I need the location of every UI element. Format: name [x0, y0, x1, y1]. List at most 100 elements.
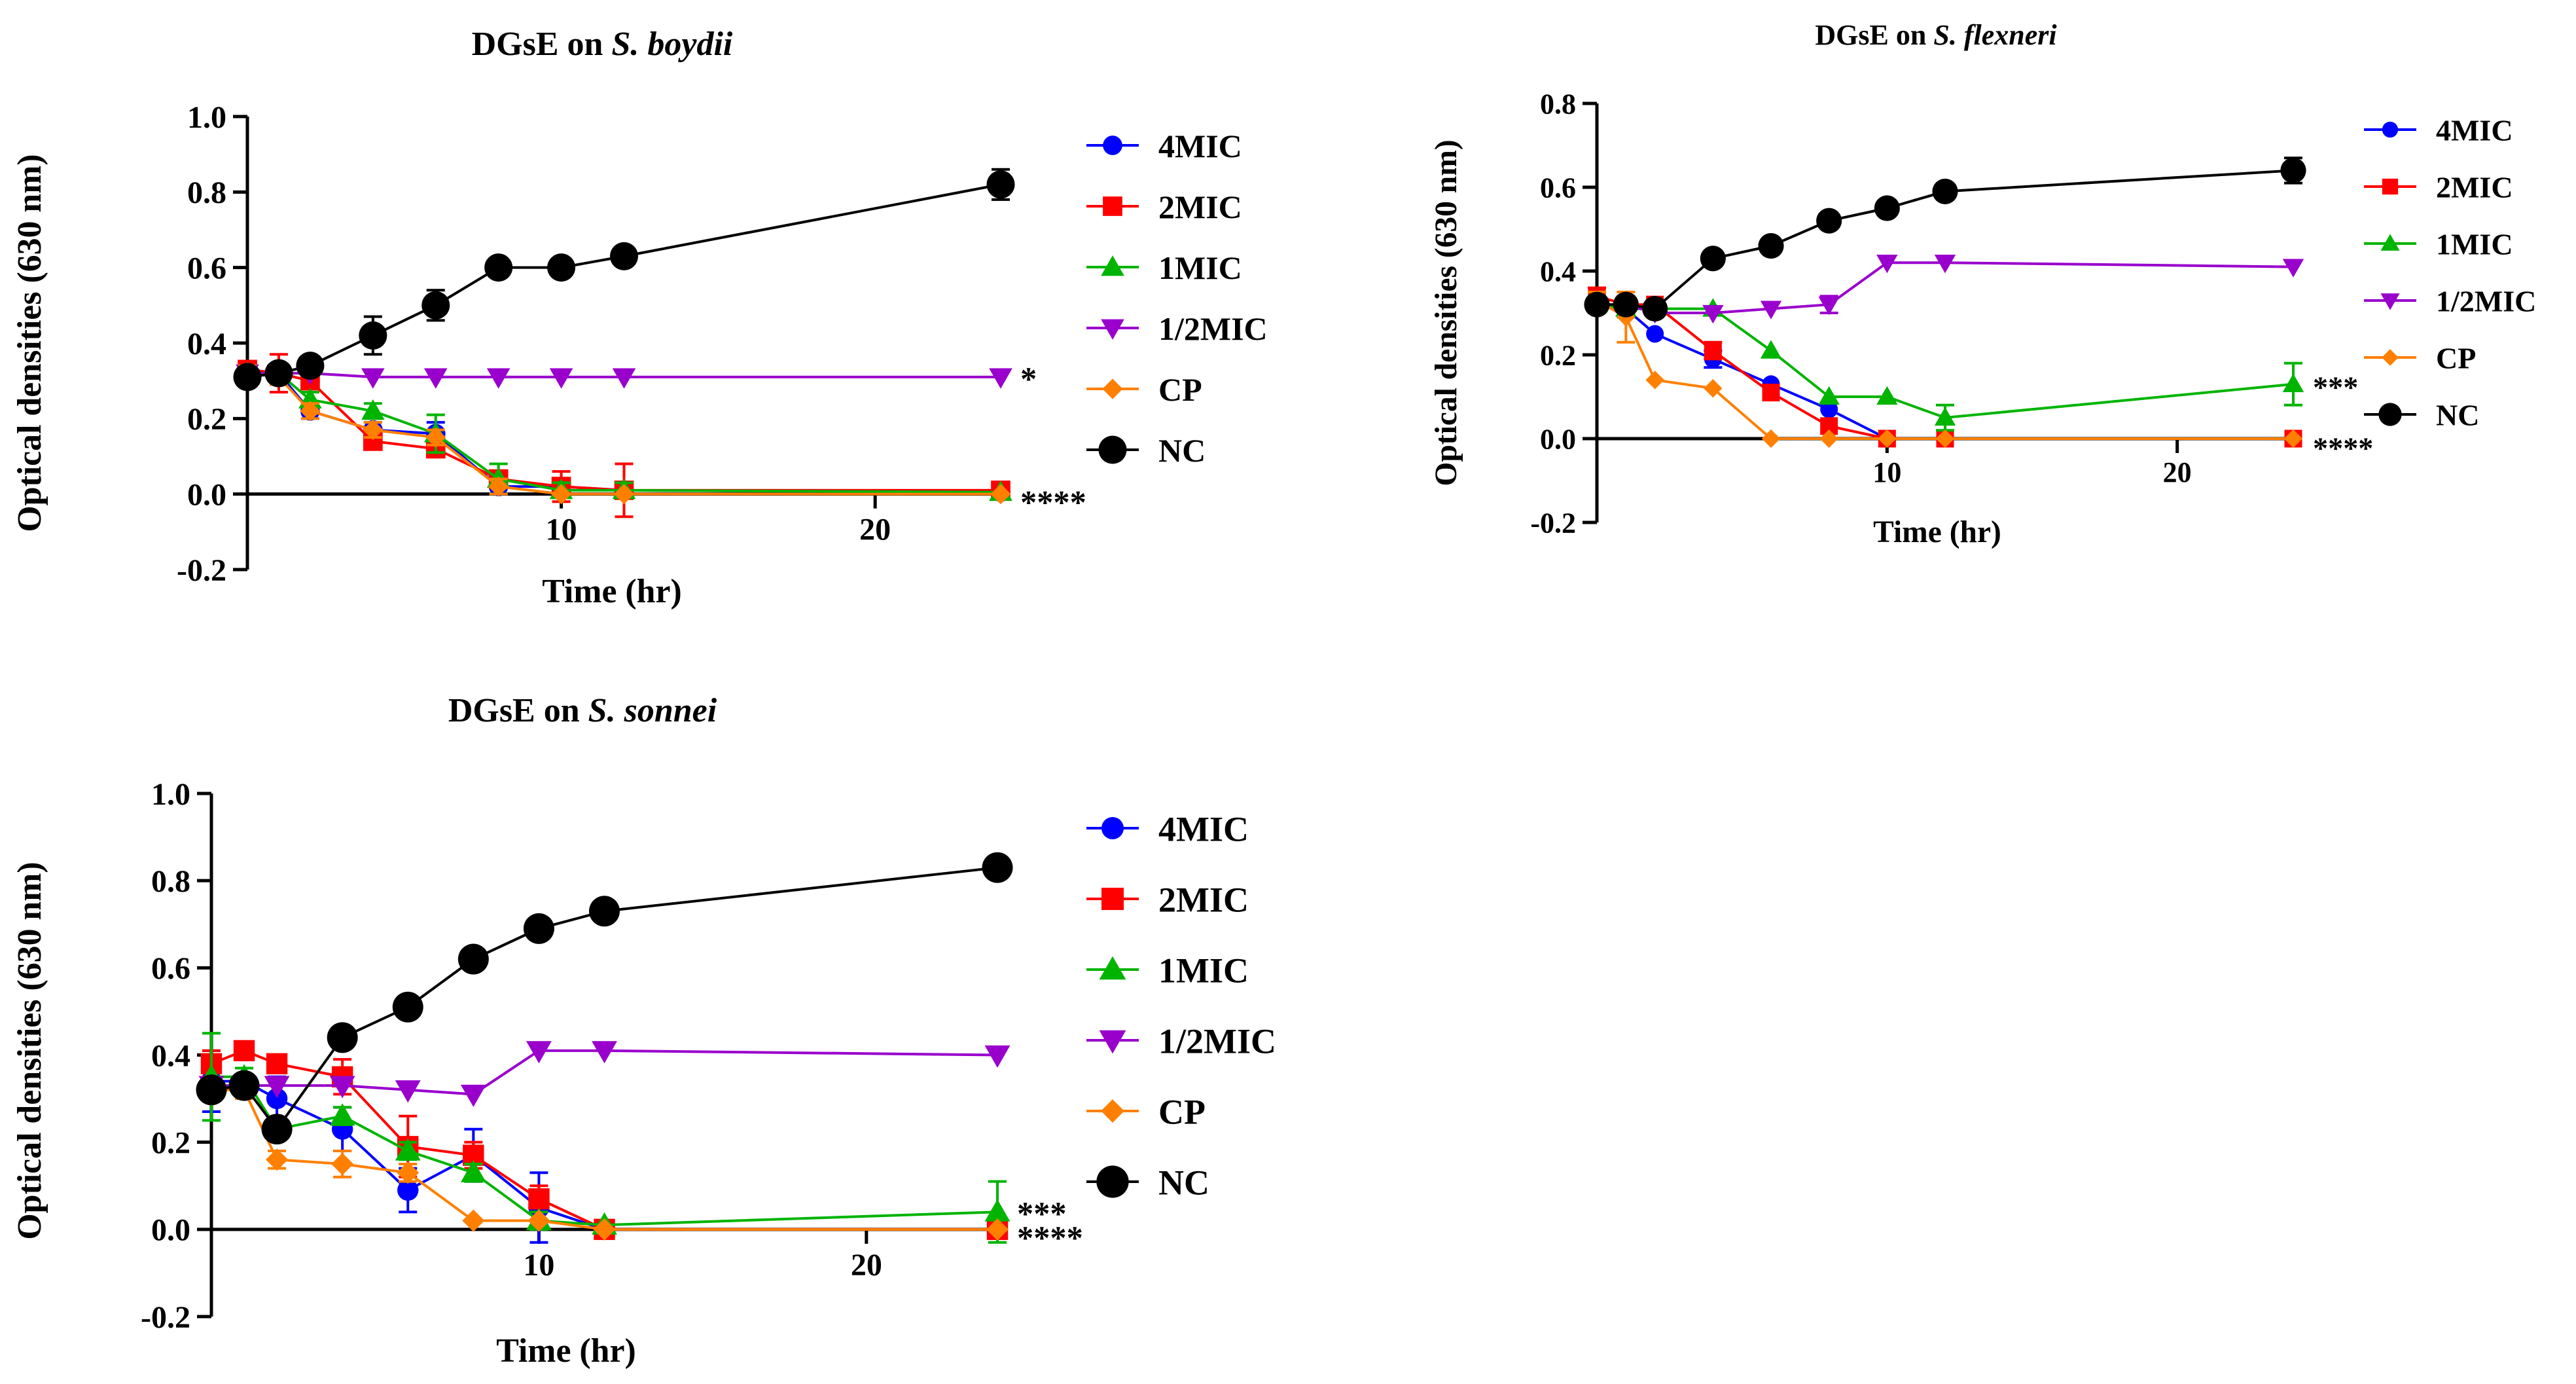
- data-point: [1646, 325, 1664, 343]
- data-point: [2282, 373, 2304, 392]
- series-line: [211, 1075, 998, 1227]
- data-point: [233, 1040, 255, 1062]
- data-point: [990, 484, 1011, 505]
- legend-marker: [2380, 234, 2400, 251]
- data-point: [266, 1087, 288, 1110]
- significance-annotation: ***: [1017, 1195, 1067, 1232]
- significance-annotation: ****: [1020, 484, 1086, 521]
- series-line: [211, 1080, 997, 1231]
- y-tick-label: 1.0: [187, 100, 226, 135]
- data-point: [593, 1218, 616, 1241]
- series-line: [247, 183, 1001, 378]
- x-axis-label: Time (hr): [1873, 515, 2001, 549]
- chart-title-species: S. flexneri: [1933, 19, 2057, 51]
- x-tick-label: 10: [546, 513, 577, 547]
- data-point: [613, 484, 635, 505]
- legend-label: 4MIC: [1158, 809, 1249, 848]
- legend-label: CP: [1158, 371, 1202, 408]
- chart-title-species: S. sonnei: [588, 692, 717, 729]
- legend-marker: [2382, 178, 2399, 195]
- legend-marker: [1099, 1030, 1126, 1054]
- series-1/2MIC: [198, 1041, 1011, 1107]
- data-point: [609, 242, 639, 270]
- data-point: [547, 253, 576, 282]
- legend-label: 1MIC: [2436, 228, 2513, 261]
- data-point: [395, 1080, 421, 1103]
- legend-marker: [2382, 121, 2399, 138]
- data-point: [228, 1070, 260, 1101]
- y-tick-label: 0.6: [151, 951, 190, 986]
- data-point: [528, 1209, 550, 1232]
- legend-label: NC: [2436, 399, 2479, 432]
- y-tick-label: -0.2: [177, 553, 226, 588]
- data-point: [523, 913, 554, 944]
- data-point: [1584, 291, 1610, 318]
- data-point: [460, 1084, 486, 1107]
- data-point: [421, 291, 450, 319]
- data-point: [549, 368, 573, 389]
- data-point: [361, 368, 385, 389]
- series-1MIC: [1586, 294, 2304, 432]
- y-tick-label: 0.8: [1540, 88, 1576, 120]
- data-point: [486, 368, 510, 389]
- significance-annotation: *: [1020, 361, 1037, 397]
- data-point: [1760, 340, 1782, 359]
- data-point: [2283, 429, 2303, 448]
- data-point: [1818, 386, 1840, 405]
- data-point: [1704, 379, 1723, 398]
- data-point: [1700, 246, 1726, 272]
- series-NC: [233, 168, 1015, 392]
- legend-marker: [1096, 1165, 1129, 1198]
- data-point: [327, 1022, 358, 1053]
- data-point: [233, 363, 262, 392]
- data-point: [984, 1199, 1011, 1222]
- data-point: [296, 352, 325, 380]
- y-tick-label: 0.6: [187, 251, 226, 285]
- chart-title: DGsE on S. flexneri: [1815, 19, 2057, 51]
- data-point: [423, 368, 448, 389]
- legend-marker: [1101, 816, 1124, 840]
- legend-marker: [2380, 293, 2400, 310]
- y-axis-label: Optical densities (630 nm): [1429, 139, 1463, 486]
- data-point: [986, 1218, 1009, 1241]
- chart-flexneri: DGsE on S. flexneri -0.2 0.0 0.2 0.4 0.6 0.8 10…: [1429, 19, 2536, 549]
- data-point: [457, 943, 489, 975]
- significance-annotation: ****: [1017, 1220, 1083, 1256]
- legend-label: CP: [1158, 1092, 1206, 1131]
- y-tick-label: 0.4: [151, 1038, 190, 1073]
- significance-annotation: ****: [2313, 431, 2373, 465]
- data-point: [359, 321, 387, 350]
- legend-marker: [1101, 319, 1124, 340]
- y-axis-label: Optical densities (630 nm): [11, 154, 48, 532]
- y-tick-label: 0.0: [1540, 423, 1576, 455]
- data-point: [397, 1161, 420, 1184]
- y-tick-label: 0.2: [1540, 339, 1576, 371]
- series-2MIC: [200, 1040, 1009, 1241]
- data-point: [261, 1114, 293, 1145]
- data-point: [982, 852, 1013, 883]
- data-point: [462, 1209, 485, 1232]
- legend-label: 1/2MIC: [1158, 1021, 1276, 1061]
- x-axis-label: Time (hr): [542, 573, 682, 610]
- series-1/2MIC: [236, 364, 1012, 389]
- data-point: [266, 1148, 289, 1171]
- chart-title: DGsE on S. sonnei: [448, 692, 717, 729]
- data-point: [1934, 407, 1956, 426]
- data-point: [526, 1041, 552, 1064]
- data-point: [1642, 296, 1668, 322]
- data-point: [1874, 195, 1900, 221]
- x-tick-label: 10: [1872, 456, 1901, 488]
- legend-label: 2MIC: [1158, 189, 1242, 225]
- series-line: [211, 1088, 997, 1231]
- data-point: [2282, 259, 2304, 278]
- legend-marker: [1101, 255, 1124, 276]
- data-point: [1819, 429, 1838, 448]
- legend-label: 1MIC: [1158, 249, 1242, 286]
- data-point: [550, 484, 572, 505]
- chart-title-species: S. boydii: [611, 26, 732, 63]
- chart-boydii: DGsE on S. boydii -0.2 0.0 0.2 0.4 0.6 0.8 1.0 1…: [11, 26, 1268, 610]
- y-tick-label: 1.0: [151, 777, 190, 812]
- y-tick-label: 0.8: [187, 175, 226, 210]
- legend-label: 4MIC: [2436, 114, 2513, 147]
